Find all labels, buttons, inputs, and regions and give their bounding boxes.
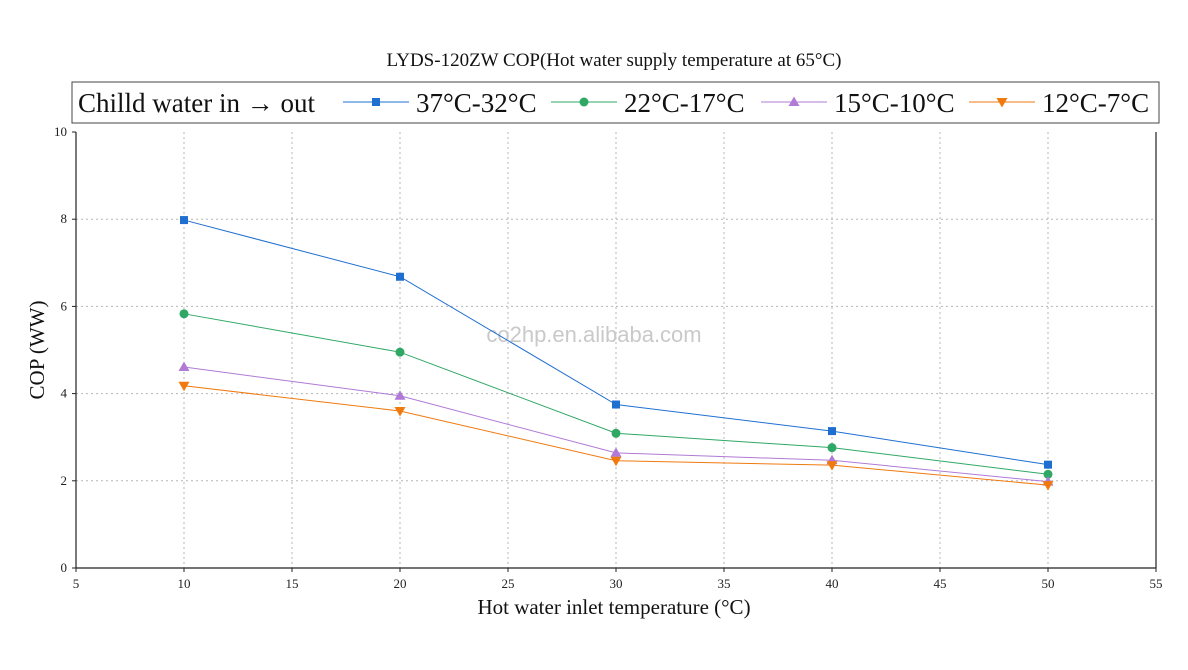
legend-items: 37°C-32°C 22°C-17°C 15°C-10°C 12°C-7°C xyxy=(343,88,1149,118)
data-point xyxy=(396,272,404,281)
watermark: co2hp.en.alibaba.com xyxy=(486,322,701,347)
legend-marker xyxy=(996,98,1008,108)
data-point xyxy=(1042,481,1054,491)
legend-marker xyxy=(579,97,589,107)
x-tick-label: 40 xyxy=(826,576,839,591)
y-tick-label: 10 xyxy=(54,124,67,139)
legend-item-3: 15°C-10°C xyxy=(761,88,955,118)
x-tick-label: 45 xyxy=(934,576,947,591)
y-tick-label: 2 xyxy=(61,473,68,488)
x-tick-label: 25 xyxy=(502,576,515,591)
legend-label: 12°C-7°C xyxy=(1042,88,1149,118)
y-tick-label: 0 xyxy=(61,560,68,575)
data-point xyxy=(394,407,406,417)
data-point xyxy=(395,347,405,357)
data-point xyxy=(827,443,837,453)
chart-title: LYDS-120ZW COP(Hot water supply temperat… xyxy=(387,50,842,71)
x-tick-labels: 5 10 15 20 25 30 35 40 45 50 55 xyxy=(73,576,1163,591)
series-4 xyxy=(178,381,1054,491)
legend-item-4: 12°C-7°C xyxy=(969,88,1149,118)
x-tick-label: 50 xyxy=(1042,576,1055,591)
data-point xyxy=(180,216,188,225)
data-point xyxy=(610,456,622,467)
data-point xyxy=(610,447,622,457)
data-point xyxy=(394,390,406,400)
series-layer xyxy=(178,216,1054,491)
x-tick-label: 20 xyxy=(394,576,407,591)
data-point xyxy=(178,381,190,392)
y-tick-label: 6 xyxy=(61,298,68,313)
x-tick-label: 35 xyxy=(718,576,731,591)
x-axis-label: Hot water inlet temperature (°C) xyxy=(477,595,750,619)
x-tick-label: 5 xyxy=(73,576,80,591)
axes xyxy=(72,131,1157,572)
legend-title: Chilld water in → out xyxy=(78,88,315,118)
x-tick-label: 10 xyxy=(178,576,191,591)
legend-label: 37°C-32°C xyxy=(416,88,537,118)
y-tick-label: 8 xyxy=(61,211,68,226)
x-tick-label: 30 xyxy=(610,576,623,591)
data-point xyxy=(178,361,190,372)
legend-label: 22°C-17°C xyxy=(624,88,745,118)
y-tick-label: 4 xyxy=(61,386,68,401)
legend-marker xyxy=(788,96,800,106)
y-axis-label: COP (WW) xyxy=(25,301,49,400)
data-point xyxy=(828,427,836,436)
series-1 xyxy=(180,216,1052,469)
data-point xyxy=(826,461,838,471)
legend-marker xyxy=(372,98,380,106)
data-point xyxy=(1044,460,1052,469)
grid xyxy=(76,132,1156,568)
x-tick-label: 55 xyxy=(1150,576,1163,591)
legend-item-1: 37°C-32°C xyxy=(343,88,537,118)
series-2 xyxy=(179,309,1053,479)
legend-label: 15°C-10°C xyxy=(834,88,955,118)
data-point xyxy=(1043,469,1053,479)
data-point xyxy=(611,428,621,438)
legend: Chilld water in → out 37°C-32°C 22°C-17°C… xyxy=(71,81,1160,124)
x-tick-label: 15 xyxy=(286,576,299,591)
data-point xyxy=(179,309,189,319)
y-tick-labels: 0 2 4 6 8 10 xyxy=(54,124,68,575)
legend-item-2: 22°C-17°C xyxy=(551,88,745,118)
data-point xyxy=(612,400,620,409)
